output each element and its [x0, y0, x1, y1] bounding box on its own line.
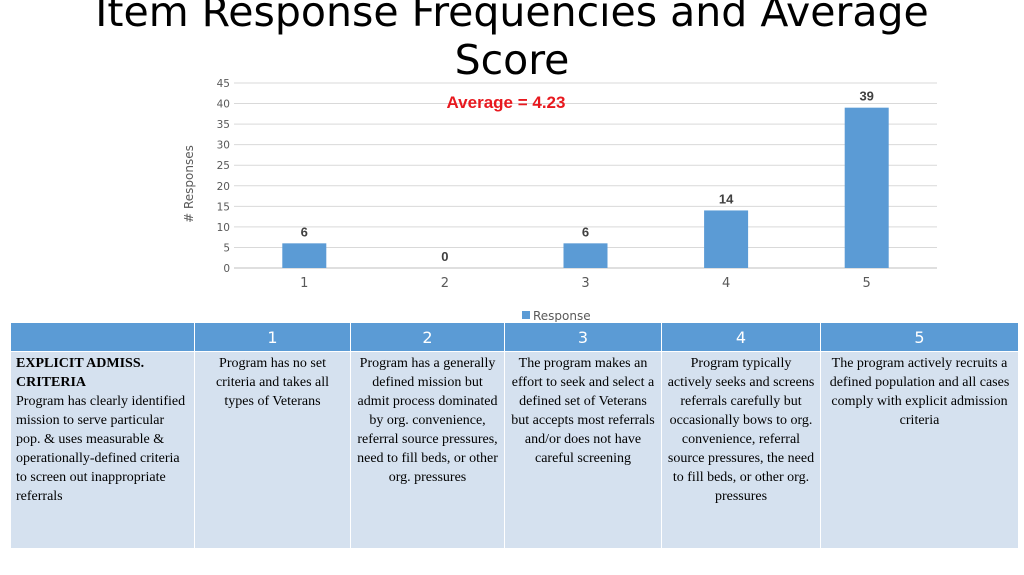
criterion-description: Program has clearly identified mission t…	[16, 394, 186, 504]
x-tick-label-5: 5	[863, 276, 871, 291]
criterion-title: EXPLICIT ADMISS. CRITERIA	[16, 356, 145, 390]
x-tick-label-4: 4	[722, 276, 730, 291]
y-tick-label: 15	[217, 201, 230, 213]
data-label-1: 6	[301, 224, 308, 239]
x-tick-label-1: 1	[300, 276, 308, 291]
y-tick-label: 40	[217, 99, 230, 111]
rating-cell-5: The program actively recruits a defined …	[820, 351, 1019, 549]
data-label-5: 39	[859, 89, 873, 104]
x-tick-label-3: 3	[581, 276, 589, 291]
y-tick-label: 30	[217, 140, 230, 152]
rating-cell-2: Program has a generally defined mission …	[350, 351, 505, 549]
y-axis-title: # Responses	[182, 145, 196, 223]
data-label-3: 6	[582, 224, 589, 239]
table-row: EXPLICIT ADMISS. CRITERIA Program has cl…	[10, 351, 1019, 549]
rating-cell-3: The program makes an effort to seek and …	[504, 351, 662, 549]
fidelity-rubric-table: 1 2 3 4 5 EXPLICIT ADMISS. CRITERIA Prog…	[10, 322, 1019, 549]
bar-5	[844, 107, 889, 269]
bar-3	[563, 243, 608, 268]
header-cell-criterion	[10, 322, 195, 352]
x-tick-label-2: 2	[441, 276, 449, 291]
header-cell-3: 3	[504, 322, 662, 352]
y-tick-label: 35	[217, 119, 230, 131]
header-cell-4: 4	[661, 322, 821, 352]
page-title: Item Response Frequencies and Average Sc…	[95, 0, 929, 84]
y-tick-label: 5	[223, 242, 230, 254]
header-cell-2: 2	[350, 322, 505, 352]
legend-label: Response	[533, 309, 591, 323]
rating-cell-1: Program has no set criteria and takes al…	[194, 351, 351, 549]
y-tick-label: 25	[217, 160, 230, 172]
y-tick-label: 20	[217, 181, 230, 193]
average-annotation: Average = 4.23	[447, 93, 566, 112]
bar-1	[282, 243, 327, 268]
data-label-4: 14	[719, 191, 734, 206]
header-cell-1: 1	[194, 322, 351, 352]
y-tick-label: 0	[223, 263, 230, 275]
bar-4	[704, 210, 749, 268]
legend-swatch	[522, 311, 530, 319]
header-cell-5: 5	[820, 322, 1019, 352]
data-label-2: 0	[441, 249, 448, 264]
y-tick-label: 45	[217, 78, 230, 90]
criterion-cell: EXPLICIT ADMISS. CRITERIA Program has cl…	[10, 351, 195, 549]
y-tick-label: 10	[217, 222, 230, 234]
chart-legend: Response	[522, 309, 591, 323]
table-header-row: 1 2 3 4 5	[10, 322, 1019, 352]
rating-cell-4: Program typically actively seeks and scr…	[661, 351, 821, 549]
